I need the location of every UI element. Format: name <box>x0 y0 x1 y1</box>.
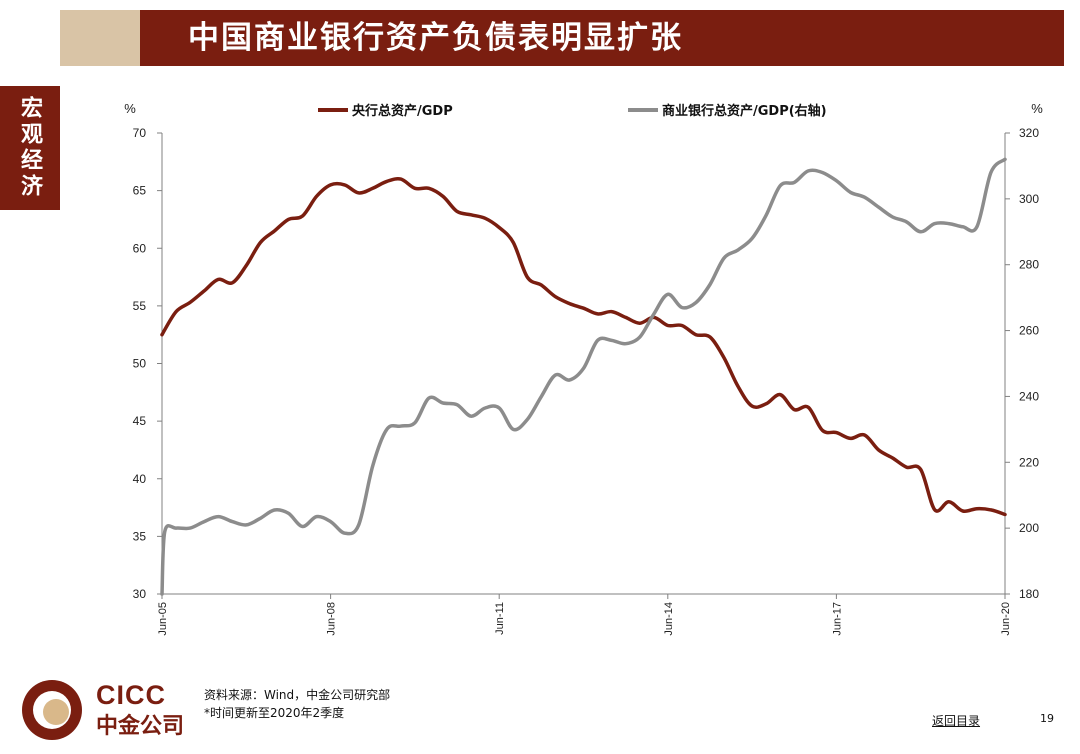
legend-label-1: 央行总资产/GDP <box>352 103 453 119</box>
x-tick-label: Jun-11 <box>494 602 506 635</box>
cicc-logo-icon <box>20 678 84 742</box>
right-tick-label: 260 <box>1019 324 1039 338</box>
page-title: 中国商业银行资产负债表明显扩张 <box>188 20 683 56</box>
update-note: *时间更新至2020年2季度 <box>204 706 345 720</box>
x-tick-label: Jun-14 <box>663 602 675 636</box>
left-tick-label: 70 <box>133 126 147 140</box>
right-tick-label: 240 <box>1019 389 1039 403</box>
left-tick-label: 45 <box>133 414 147 428</box>
x-tick-label: Jun-05 <box>157 602 169 636</box>
right-tick-label: 300 <box>1019 192 1039 206</box>
side-tab-section-label: 宏观经济 <box>0 86 60 210</box>
x-tick-label: Jun-08 <box>326 602 338 636</box>
logo-text-cn: 中金公司 <box>96 714 185 739</box>
left-tick-label: 50 <box>133 357 147 371</box>
legend-label-2: 商业银行总资产/GDP(右轴) <box>662 103 827 119</box>
title-bar <box>140 10 1064 66</box>
source-line: 资料来源：Wind，中金公司研究部 <box>204 688 391 702</box>
right-axis-unit: % <box>1031 101 1043 116</box>
left-tick-label: 35 <box>133 529 147 543</box>
series-line-2 <box>160 157 1007 596</box>
series-line-1 <box>160 176 1007 517</box>
left-tick-label: 55 <box>133 299 147 313</box>
line-chart: % % 30 35 40 45 50 55 60 65 70 180 200 220 240 260 280 30… <box>124 101 1043 636</box>
right-tick-label: 220 <box>1019 455 1039 469</box>
left-tick-label: 65 <box>133 184 147 198</box>
source-note: 资料来源：Wind，中金公司研究部 *时间更新至2020年2季度 <box>204 686 390 722</box>
x-tick-label: Jun-17 <box>831 602 843 636</box>
right-tick-label: 320 <box>1019 126 1039 140</box>
left-axis-unit: % <box>124 101 136 116</box>
back-to-contents-link[interactable]: 返回目录 <box>932 714 981 728</box>
logo-text-en: CICC <box>96 680 166 710</box>
right-tick-label: 180 <box>1019 587 1039 601</box>
x-tick-label: Jun-20 <box>1000 602 1012 636</box>
right-tick-label: 200 <box>1019 521 1039 535</box>
left-tick-label: 40 <box>133 472 147 486</box>
left-tick-label: 60 <box>133 241 147 255</box>
right-tick-label: 280 <box>1019 258 1039 272</box>
left-tick-label: 30 <box>133 587 147 601</box>
page-number: 19 <box>1040 712 1054 725</box>
